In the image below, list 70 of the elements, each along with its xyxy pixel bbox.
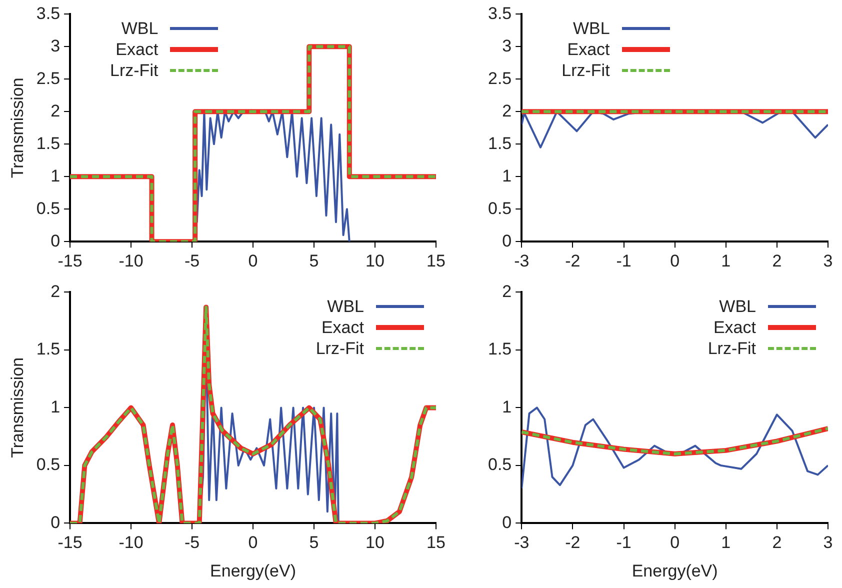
y-axis-title: Transmission xyxy=(8,78,27,178)
y-tick-label: 0 xyxy=(502,512,512,532)
x-tick-label: 3 xyxy=(823,251,833,270)
x-tick-label: 0 xyxy=(670,251,680,270)
y-tick-label: 3 xyxy=(502,36,512,56)
legend-label: Lrz-Fit xyxy=(562,60,610,82)
legend-label: WBL xyxy=(572,18,610,40)
x-tick-label: 5 xyxy=(309,251,319,270)
x-tick-label: 10 xyxy=(366,533,384,552)
y-tick-label: 2 xyxy=(502,282,512,301)
x-tick-label: -3 xyxy=(514,533,530,552)
x-tick-label: 5 xyxy=(309,533,319,552)
legend-label: WBL xyxy=(719,296,756,318)
legend-label: WBL xyxy=(327,296,364,318)
x-tick-label: -2 xyxy=(565,251,580,270)
y-tick-label: 2 xyxy=(50,101,60,120)
y-axis-title: Transmission xyxy=(8,357,27,458)
y-tick-label: 1 xyxy=(50,166,60,186)
x-tick-label: -15 xyxy=(58,533,82,552)
x-tick-label: 1 xyxy=(721,533,731,552)
y-tick-label: 1.5 xyxy=(488,134,512,153)
x-tick-label: 0 xyxy=(670,533,680,552)
y-tick-label: 1.5 xyxy=(488,340,512,359)
x-tick-label: 0 xyxy=(248,251,258,270)
x-tick-label: -15 xyxy=(58,251,82,270)
y-tick-label: 0.5 xyxy=(488,198,512,218)
y-tick-label: 0.5 xyxy=(488,455,512,474)
y-tick-label: 2.5 xyxy=(488,68,512,88)
y-tick-label: 2 xyxy=(50,282,60,301)
legend-label: Exact xyxy=(713,317,756,338)
legend-label: WBL xyxy=(121,18,158,40)
x-tick-label: -3 xyxy=(514,251,530,270)
legend-label: Lrz-Fit xyxy=(708,338,756,360)
x-tick-label: -10 xyxy=(118,251,144,270)
x-tick-label: -1 xyxy=(616,533,632,552)
legend-label: Lrz-Fit xyxy=(110,60,158,82)
x-tick-label: 15 xyxy=(426,533,446,552)
x-axis-title: Energy(eV) xyxy=(632,561,718,580)
x-tick-label: -10 xyxy=(118,533,144,552)
x-tick-label: 15 xyxy=(426,251,446,270)
y-tick-label: 0 xyxy=(50,512,60,532)
y-tick-label: 1 xyxy=(50,397,60,416)
x-tick-label: 2 xyxy=(772,251,782,270)
x-tick-label: -5 xyxy=(184,533,200,552)
y-tick-label: 0 xyxy=(50,231,60,250)
y-tick-label: 1 xyxy=(502,166,512,186)
legend-label: Exact xyxy=(116,39,158,60)
y-tick-label: 0.5 xyxy=(36,198,60,218)
y-tick-label: 1.5 xyxy=(36,134,60,153)
x-tick-label: 2 xyxy=(772,533,782,552)
legend-label: Lrz-Fit xyxy=(316,338,364,360)
y-tick-label: 0.5 xyxy=(36,455,60,474)
x-axis-title: Energy(eV) xyxy=(210,561,296,580)
legend-label: Exact xyxy=(567,39,610,60)
y-tick-label: 3.5 xyxy=(36,4,60,23)
x-tick-label: 1 xyxy=(721,251,731,270)
y-tick-label: 3.5 xyxy=(488,4,512,23)
y-tick-label: 3 xyxy=(50,36,60,56)
y-tick-label: 1.5 xyxy=(36,340,60,359)
x-tick-label: -1 xyxy=(616,251,632,270)
x-tick-label: 3 xyxy=(823,533,833,552)
legend-label: Exact xyxy=(321,317,364,338)
y-tick-label: 1 xyxy=(502,397,512,416)
y-tick-label: 2 xyxy=(502,101,512,120)
x-tick-label: -5 xyxy=(184,251,200,270)
x-tick-label: -2 xyxy=(565,533,580,552)
y-tick-label: 2.5 xyxy=(36,68,60,88)
x-tick-label: 0 xyxy=(248,533,258,552)
y-tick-label: 0 xyxy=(502,231,512,250)
x-tick-label: 10 xyxy=(366,251,384,270)
